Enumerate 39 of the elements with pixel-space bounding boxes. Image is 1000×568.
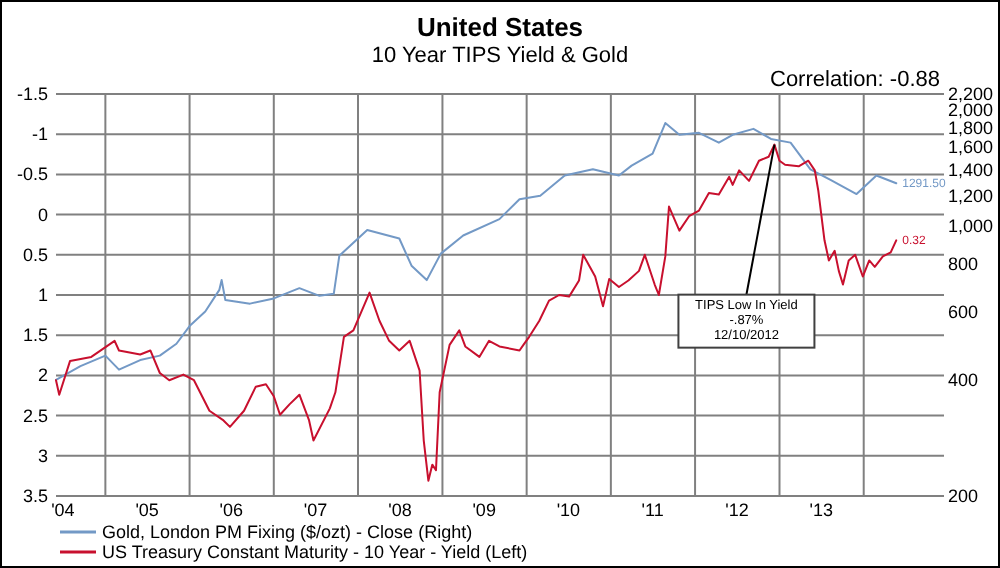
y-tick-label: 1.5 [22, 325, 48, 346]
y-tick-label: 0.5 [22, 244, 48, 265]
y-tick-label: 0 [37, 204, 48, 225]
legend-label: US Treasury Constant Maturity - 10 Year - Yield (Left) [102, 542, 528, 562]
y-tick-label: 3.5 [22, 486, 48, 506]
legend-label: Gold, London PM Fixing ($/ozt) - Close (Right) [102, 522, 473, 542]
y-tick-label: -1 [31, 124, 48, 145]
y2-tick-label: 1,600 [948, 137, 994, 158]
x-tick-label: '05 [135, 500, 159, 520]
x-tick-label: '12 [725, 500, 749, 520]
y2-tick-label: 1,800 [948, 117, 994, 138]
y2-tick-label: 400 [948, 369, 979, 390]
y-tick-label: 2 [37, 365, 48, 386]
y-tick-label: -0.5 [16, 164, 48, 185]
y2-tick-label: 1,000 [948, 216, 994, 237]
y-tick-label: 2.5 [22, 405, 48, 426]
y2-tick-label: 200 [948, 486, 979, 506]
x-tick-label: '09 [472, 500, 496, 520]
x-tick-label: '13 [809, 500, 833, 520]
y2-tick-label: 800 [948, 253, 979, 274]
y-tick-label: -1.5 [16, 84, 48, 104]
x-tick-label: '11 [641, 500, 664, 520]
text: Correlation: -0.88 [770, 68, 940, 92]
y2-tick-label: 1,200 [948, 185, 994, 206]
x-tick-label: '04 [51, 500, 75, 520]
y-tick-label: 1 [37, 285, 48, 305]
y-tick-label: 3 [37, 445, 48, 466]
x-tick-label: '07 [303, 500, 328, 520]
y2-tick-label: 2,000 [948, 99, 994, 120]
y2-tick-label: 2,200 [948, 84, 994, 104]
x-tick-label: '10 [556, 500, 581, 520]
x-tick-label: '06 [219, 500, 244, 520]
y2-tick-label: 1,400 [948, 159, 994, 180]
line-series [55, 122, 898, 381]
x-tick-label: '08 [388, 500, 412, 520]
chart-title: United States [416, 12, 584, 42]
chart-subtitle: 10 Year TIPS Yield & Gold [371, 44, 629, 68]
y2-tick-label: 600 [948, 301, 979, 322]
line-series [55, 143, 898, 482]
